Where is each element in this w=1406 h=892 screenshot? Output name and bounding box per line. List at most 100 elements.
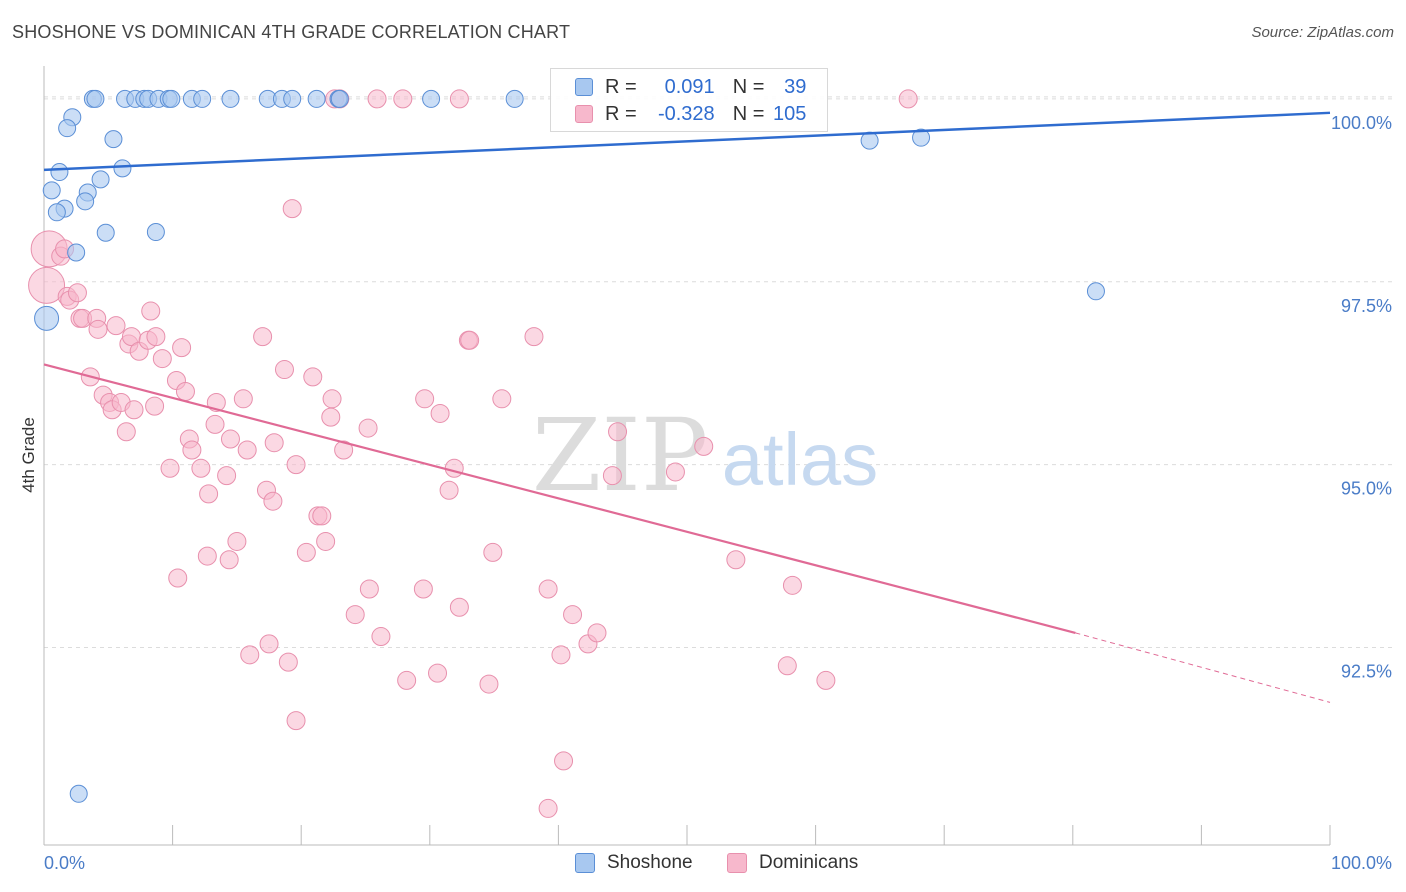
tick-labels: 92.5% 95.0% 97.5% 100.0% 0.0% 100.0% bbox=[44, 113, 1392, 873]
shoshone-point bbox=[50, 163, 69, 182]
dominican-point bbox=[220, 429, 240, 449]
watermark-atlas: atlas bbox=[722, 418, 878, 501]
dominican-point bbox=[665, 462, 685, 482]
dominican-point bbox=[322, 389, 342, 409]
dominican-point bbox=[415, 389, 435, 409]
dominican-point bbox=[608, 422, 628, 442]
dominican-point bbox=[312, 506, 332, 526]
correlation-legend: R = 0.091 N = 39 R = -0.328 N = 105 bbox=[550, 68, 828, 132]
shoshone-point bbox=[505, 89, 524, 108]
shoshone-point bbox=[58, 119, 77, 138]
legend-r-value: 0.091 bbox=[664, 75, 715, 98]
series-legend-dominicans[interactable]: Dominicans bbox=[727, 852, 858, 874]
dominican-point bbox=[587, 623, 607, 643]
dominican-point bbox=[219, 550, 239, 570]
dominican-point bbox=[460, 330, 480, 350]
shoshone-point bbox=[1086, 282, 1105, 301]
legend-n-label: N = bbox=[732, 102, 765, 125]
dominican-point bbox=[206, 392, 226, 412]
x-tick-label: 100.0% bbox=[1331, 853, 1392, 873]
dominican-point bbox=[449, 597, 469, 617]
dominican-point bbox=[233, 389, 253, 409]
dominican-point bbox=[397, 670, 417, 690]
trend-lines bbox=[43, 111, 1331, 703]
gridlines bbox=[44, 96, 1395, 649]
series-legend: Shoshone Dominicans bbox=[0, 852, 1406, 876]
dominican-point bbox=[160, 458, 180, 478]
legend-row-dominicans: R = -0.328 N = 105 bbox=[575, 101, 806, 127]
shoshone-point bbox=[91, 170, 110, 189]
shoshone-point bbox=[113, 159, 132, 178]
dominican-point bbox=[145, 396, 165, 416]
legend-swatch-shoshone bbox=[575, 78, 593, 96]
series-legend-label: Shoshone bbox=[607, 852, 693, 873]
shoshone-trend-line bbox=[43, 111, 1331, 172]
dominican-point bbox=[88, 319, 108, 339]
y-tick-label: 92.5% bbox=[1341, 662, 1392, 682]
dominican-point bbox=[197, 546, 217, 566]
dominican-point bbox=[237, 440, 257, 460]
dominican-point bbox=[259, 634, 279, 654]
shoshone-point bbox=[69, 784, 88, 803]
dominican-point bbox=[563, 605, 583, 625]
dominican-point bbox=[282, 199, 302, 219]
dominican-point bbox=[367, 89, 387, 109]
dominican-point bbox=[28, 266, 66, 304]
dominican-point bbox=[67, 283, 87, 303]
dominican-point bbox=[694, 436, 714, 456]
shoshone-point bbox=[307, 89, 326, 108]
dominican-point bbox=[538, 798, 558, 818]
dominican-point bbox=[345, 605, 365, 625]
shoshone-point bbox=[422, 89, 441, 108]
shoshone-points bbox=[34, 89, 1105, 803]
dominican-point bbox=[278, 652, 298, 672]
dominican-point bbox=[205, 414, 225, 434]
dominican-point bbox=[264, 433, 284, 453]
dominican-point bbox=[316, 531, 336, 551]
dominican-point bbox=[152, 349, 172, 369]
dominican-point bbox=[274, 360, 294, 380]
shoshone-point bbox=[42, 181, 61, 200]
watermark-zip: ZIP bbox=[532, 397, 708, 514]
dominican-point bbox=[602, 466, 622, 486]
y-tick-label: 97.5% bbox=[1341, 296, 1392, 316]
shoshone-swatch bbox=[575, 853, 595, 873]
shoshone-point bbox=[67, 243, 86, 262]
dominican-point bbox=[172, 338, 192, 358]
dominican-point bbox=[371, 627, 391, 647]
dominican-point bbox=[141, 301, 161, 321]
legend-r-label: R = bbox=[605, 75, 637, 98]
y-tick-label: 100.0% bbox=[1331, 113, 1392, 133]
legend-n-value: 39 bbox=[784, 75, 807, 98]
legend-r-value: -0.328 bbox=[657, 102, 715, 125]
dominican-point bbox=[227, 531, 247, 551]
dominican-point bbox=[240, 645, 260, 665]
dominican-point bbox=[479, 674, 499, 694]
dominican-point bbox=[168, 568, 188, 588]
dominican-point bbox=[413, 579, 433, 599]
y-axis-label: 4th Grade bbox=[19, 417, 38, 493]
dominican-point bbox=[182, 440, 202, 460]
dominican-point bbox=[492, 389, 512, 409]
shoshone-point bbox=[34, 305, 60, 331]
dominican-point bbox=[358, 418, 378, 438]
dominican-point bbox=[106, 316, 126, 336]
dominican-point bbox=[430, 403, 450, 423]
series-legend-shoshone[interactable]: Shoshone bbox=[575, 852, 693, 874]
dominican-point bbox=[191, 458, 211, 478]
dominican-point bbox=[175, 381, 195, 401]
axes bbox=[43, 66, 1331, 846]
shoshone-point bbox=[162, 89, 181, 108]
shoshone-point bbox=[283, 89, 302, 108]
shoshone-point bbox=[193, 89, 212, 108]
legend-swatch-dominicans bbox=[575, 105, 593, 123]
dominican-point bbox=[116, 422, 136, 442]
dominican-point bbox=[359, 579, 379, 599]
chart-title: SHOSHONE VS DOMINICAN 4TH GRADE CORRELAT… bbox=[12, 22, 571, 42]
shoshone-point bbox=[96, 223, 115, 242]
y-tick-label: 95.0% bbox=[1341, 479, 1392, 499]
dominican-point bbox=[303, 367, 323, 387]
dominican-point bbox=[286, 711, 306, 731]
series-legend-label: Dominicans bbox=[759, 852, 859, 873]
